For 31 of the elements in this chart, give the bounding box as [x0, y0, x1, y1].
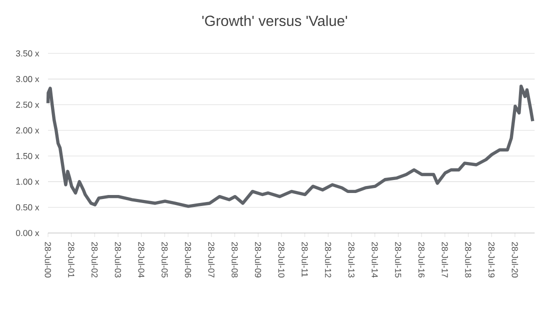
x-tick-label: 28-Jul-08: [232, 242, 238, 278]
x-tick-label: 28-Jul-11: [302, 242, 308, 277]
x-tick-label: 28-Jul-03: [114, 242, 122, 278]
x-tick-label: 28-Jul-12: [325, 242, 332, 278]
x-tick-label: 28-Jul-07: [208, 242, 215, 278]
x-tick-label: 28-Jul-06: [184, 242, 192, 278]
y-tick-label: 2.50 x: [16, 102, 40, 108]
x-tick-label: 28-Jul-16: [418, 242, 425, 278]
x-tick-label: 28-Jul-05: [162, 242, 168, 278]
x-tick-label: 28-Jul-14: [372, 242, 378, 278]
x-tick-label: 28-Jul-00: [44, 242, 52, 278]
x-tick-label: 28-Jul-09: [254, 242, 262, 278]
y-tick-label: 0.00 x: [16, 230, 40, 236]
y-tick-label: 0.50 x: [16, 204, 40, 210]
x-tick-label: 28-Jul-18: [465, 242, 472, 278]
x-tick-label: 28-Jul-20: [512, 242, 518, 278]
x-tick-label: 28-Jul-04: [138, 242, 145, 278]
line-series: [46, 84, 534, 208]
x-tick-label: 28-Jul-10: [278, 242, 285, 278]
y-tick-label: 1.00 x: [16, 178, 40, 185]
chart-title: 'Growth' versus 'Value': [202, 15, 348, 26]
x-tick-label: 28-Jul-02: [92, 242, 98, 278]
y-tick-label: 1.50 x: [16, 152, 40, 160]
y-tick-label: 3.50 x: [16, 50, 40, 56]
x-tick-label: 28-Jul-19: [488, 242, 495, 278]
y-tick-label: 3.00 x: [16, 76, 40, 82]
x-tick-label: 28-Jul-15: [395, 242, 402, 278]
y-tick-label: 2.00 x: [16, 127, 40, 134]
x-tick-label: 28-Jul-13: [348, 242, 355, 278]
x-tick-label: 28-Jul-01: [68, 242, 75, 278]
x-tick-label: 28-Jul-17: [442, 242, 448, 278]
